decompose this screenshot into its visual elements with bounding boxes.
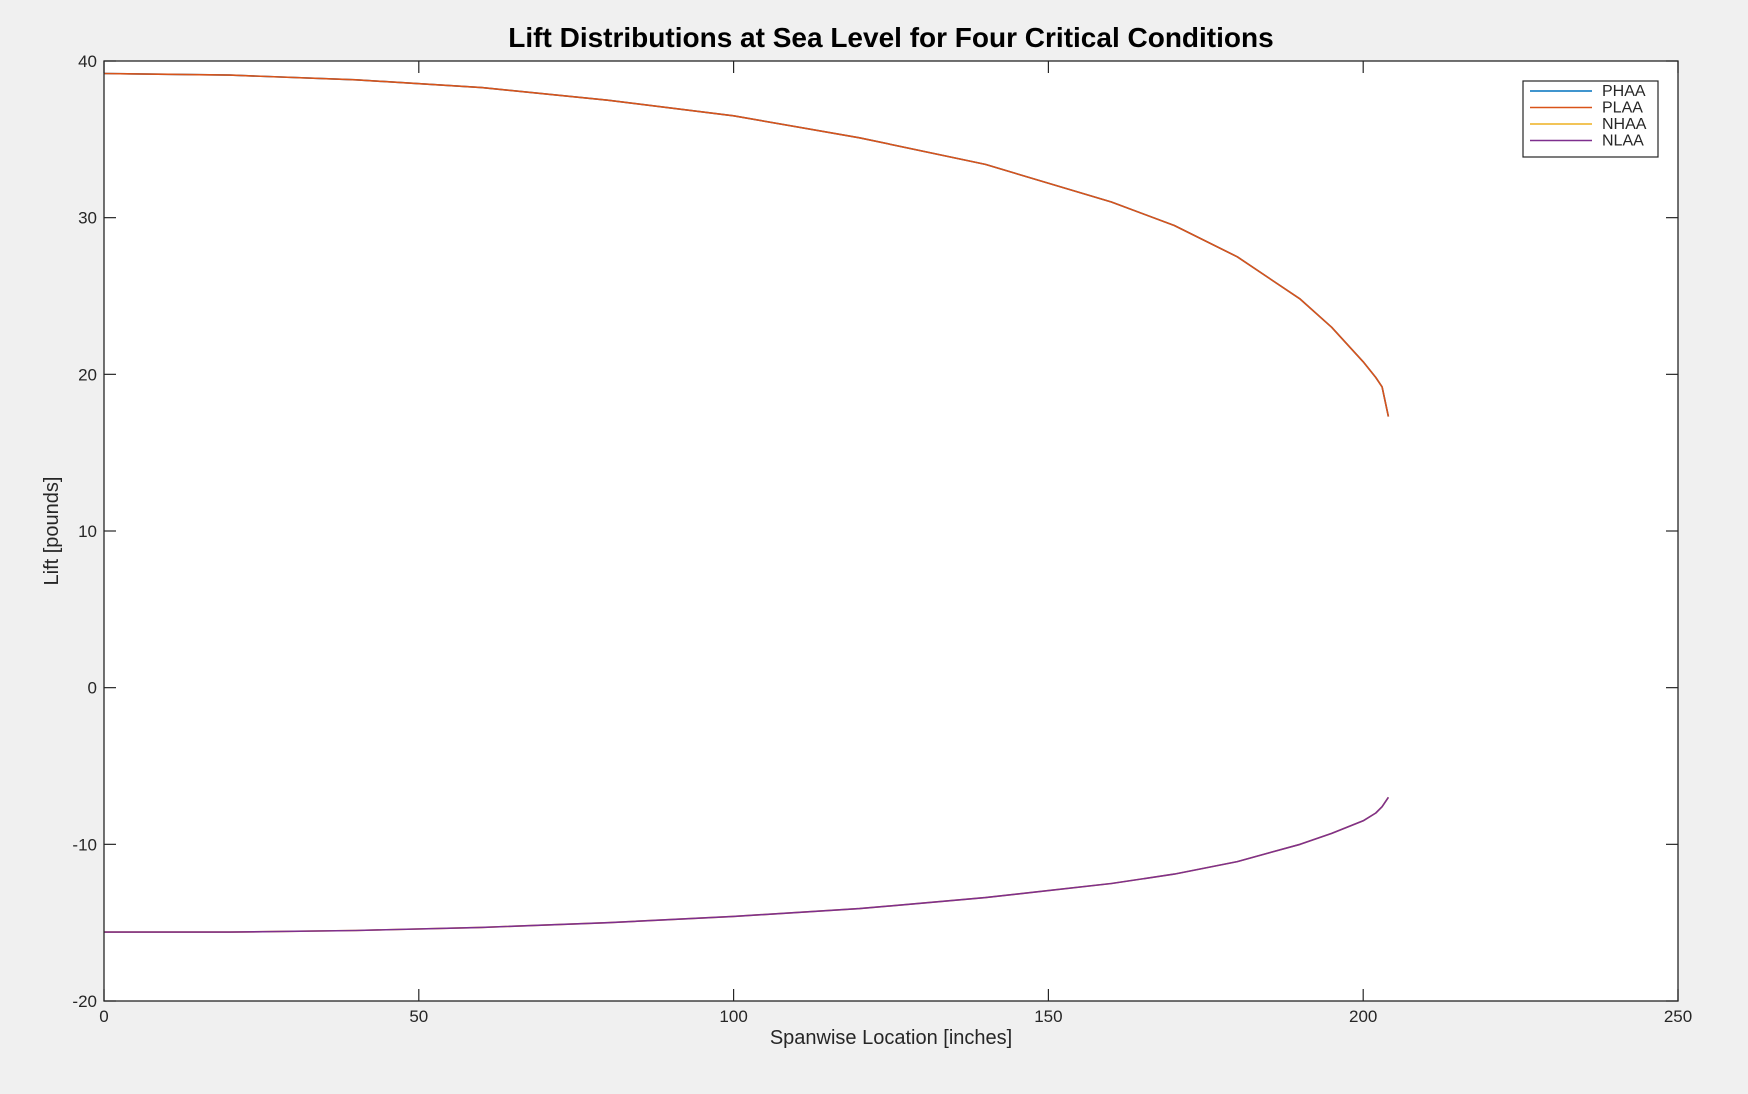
plot-area — [104, 61, 1678, 1001]
legend-label: NHAA — [1602, 116, 1647, 133]
y-tick-label: -20 — [72, 992, 97, 1011]
x-tick-label: 200 — [1349, 1007, 1377, 1026]
x-tick-label: 150 — [1034, 1007, 1062, 1026]
x-tick-label: 250 — [1664, 1007, 1692, 1026]
series-line-nlaa — [104, 796, 1390, 933]
legend-entry-plaa[interactable]: PLAA — [1530, 100, 1643, 117]
legend-entry-nlaa[interactable]: NLAA — [1530, 133, 1644, 150]
series-line-plaa — [103, 72, 1390, 417]
legend-entry-phaa[interactable]: PHAA — [1530, 83, 1646, 100]
x-axis-label: Spanwise Location [inches] — [770, 1027, 1012, 1049]
legend-label: NLAA — [1602, 133, 1644, 150]
x-tick-label: 0 — [99, 1007, 108, 1026]
y-tick-label: -10 — [72, 835, 97, 854]
ticks-layer: 0 50 100 150 200 250 -20 -10 0 10 20 30 40 — [72, 52, 1692, 1026]
y-tick-label: 10 — [78, 522, 97, 541]
y-tick-label: 20 — [78, 365, 97, 384]
y-axis-label: Lift [pounds] — [41, 477, 63, 586]
y-tick-label: 0 — [88, 679, 97, 698]
legend-label: PLAA — [1602, 100, 1643, 117]
chart-title: Lift Distributions at Sea Level for Four… — [508, 22, 1273, 53]
legend-box — [1522, 80, 1659, 158]
y-tick-label: 40 — [78, 52, 97, 71]
x-tick-label: 50 — [409, 1007, 428, 1026]
legend-label: PHAA — [1602, 83, 1646, 100]
series-layer — [103, 72, 1390, 933]
x-tick-label: 100 — [719, 1007, 747, 1026]
y-tick-label: 30 — [78, 209, 97, 228]
legend-entry-nhaa[interactable]: NHAA — [1530, 116, 1647, 133]
